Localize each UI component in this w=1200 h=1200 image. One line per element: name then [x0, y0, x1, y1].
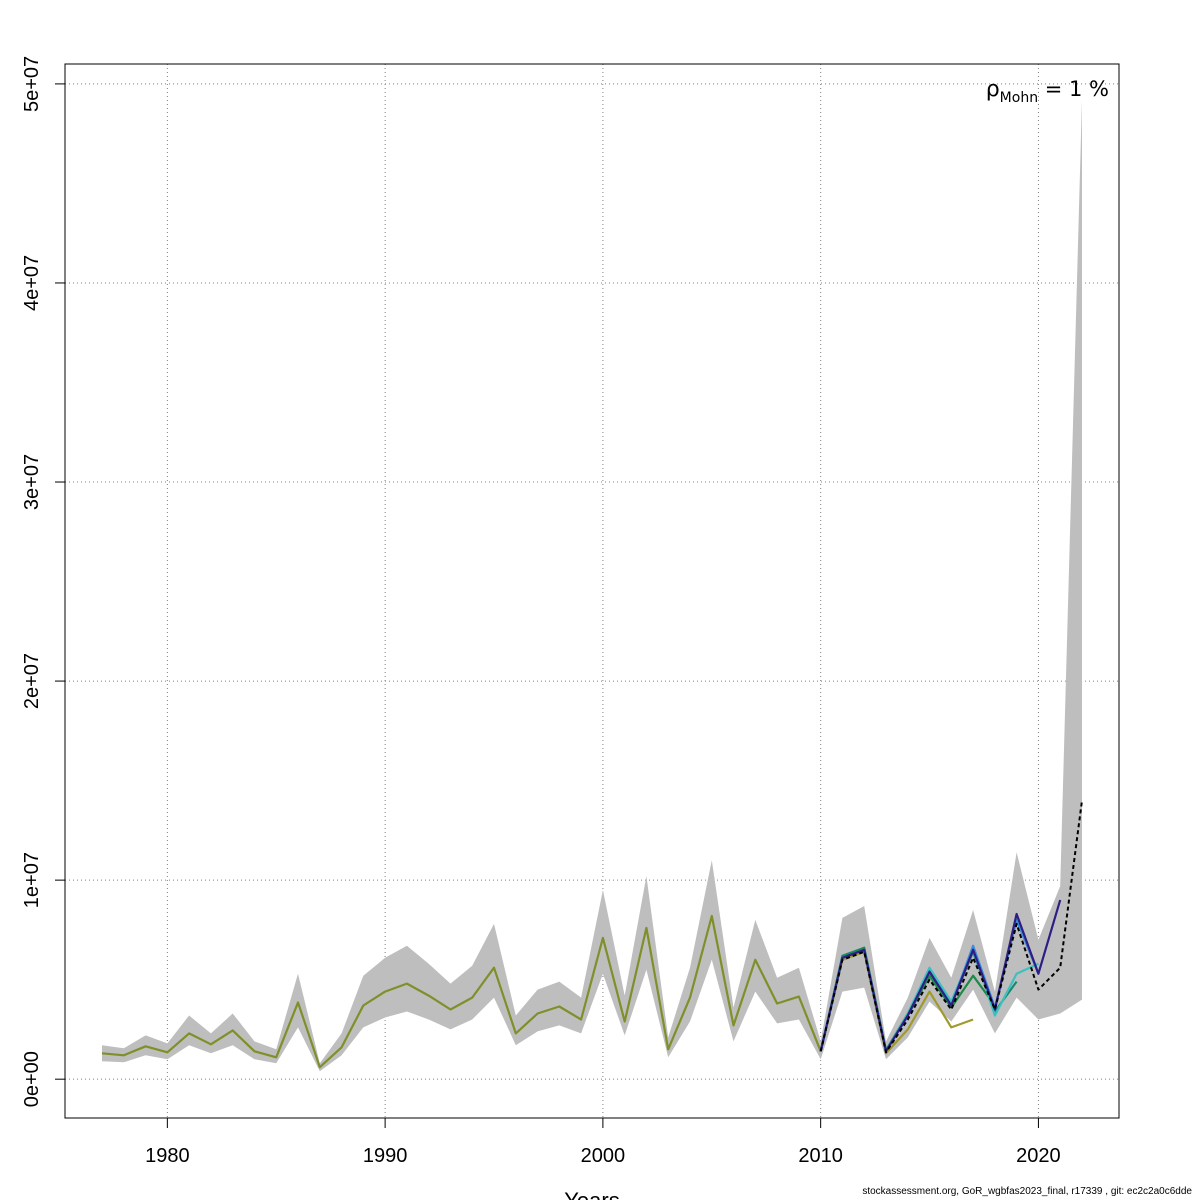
series-lines-layer [101, 800, 1083, 1069]
x-tick-label: 1990 [363, 1145, 408, 1167]
plot-frame [64, 63, 1120, 1119]
series-line-ret6 [819, 950, 974, 1055]
footer-credit: stockassessment.org, GoR_wgbfas2023_fina… [862, 1186, 1192, 1197]
y-tick-label: 3e+07 [21, 454, 43, 510]
x-tick-label: 2020 [1016, 1145, 1061, 1167]
mohn-rho-annotation: ρMohn = 1 % [986, 77, 1109, 106]
x-axis: 1980 1990 2000 2010 2020 [145, 1118, 1061, 1167]
y-axis: 0e+00 1e+07 2e+07 3e+07 4e+07 5e+07 [21, 56, 65, 1107]
y-tick-label: 4e+07 [21, 255, 43, 311]
rho-value: = 1 % [1038, 77, 1109, 101]
series-line-base [819, 800, 1083, 1054]
confidence-band [102, 99, 1082, 1072]
y-tick-label: 5e+07 [21, 56, 43, 112]
svg-text:ρMohn = 1 %: ρMohn = 1 % [986, 77, 1109, 106]
x-tick-label: 2010 [798, 1145, 843, 1167]
rho-symbol: ρ [986, 77, 1000, 102]
y-tick-label: 1e+07 [21, 852, 43, 908]
confidence-band-layer [102, 99, 1082, 1072]
rho-subscript: Mohn [1000, 90, 1038, 106]
y-tick-label: 2e+07 [21, 653, 43, 709]
y-tick-label: 0e+00 [21, 1051, 43, 1107]
series-line-common [101, 914, 822, 1069]
series-line-ret1 [819, 899, 1062, 1053]
x-tick-label: 1980 [145, 1145, 190, 1167]
x-axis-title: Years [564, 1188, 619, 1200]
x-tick-label: 2000 [581, 1145, 626, 1167]
